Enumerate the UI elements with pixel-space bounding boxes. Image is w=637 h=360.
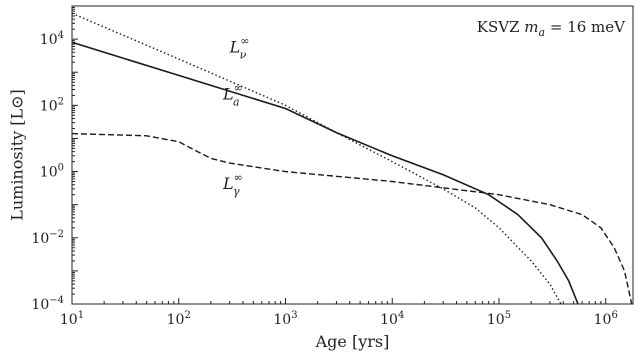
x-axis: 101 102 103 104 105 106 bbox=[60, 298, 618, 328]
y-tick-label: 104 bbox=[40, 30, 64, 48]
plot-area: L∞ ν L∞ a L∞ γ bbox=[71, 5, 634, 305]
curve-label: L∞ a bbox=[222, 82, 243, 109]
y-tick-label: 10−4 bbox=[31, 295, 64, 313]
y-axis-title: Luminosity [L⊙] bbox=[8, 89, 27, 221]
curve-label-group: L∞ ν L∞ a L∞ γ bbox=[222, 34, 249, 198]
y-tick-label: 102 bbox=[40, 96, 64, 114]
x-tick-label: 106 bbox=[594, 310, 618, 328]
x-tick-label: 102 bbox=[167, 310, 191, 328]
y-axis: 10−4 10−2 100 102 104 bbox=[31, 7, 78, 313]
series-group bbox=[72, 12, 633, 304]
x-tick-label: 101 bbox=[60, 310, 84, 328]
curve-label: L∞ γ bbox=[222, 171, 243, 198]
y-tick-label: 100 bbox=[40, 163, 64, 181]
x-tick-label: 104 bbox=[380, 310, 404, 328]
x-tick-label: 103 bbox=[273, 310, 297, 328]
x-tick-label: 105 bbox=[487, 310, 511, 328]
plot-frame bbox=[71, 5, 634, 305]
y-tick-label: 10−2 bbox=[31, 229, 64, 247]
series-dotted-line bbox=[72, 12, 562, 304]
curve-label: L∞ ν bbox=[229, 34, 250, 61]
series-dashed-line bbox=[72, 132, 633, 304]
x-axis-title: Age [yrs] bbox=[315, 332, 390, 351]
model-annotation: KSVZ ma = 16 meV bbox=[477, 18, 626, 39]
series-solid-line bbox=[72, 41, 579, 304]
